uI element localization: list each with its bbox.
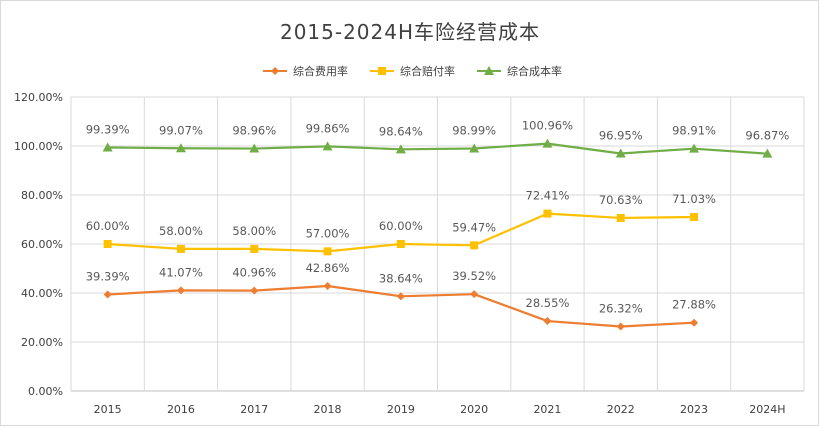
point-square <box>176 244 185 253</box>
point-triangle <box>469 143 480 153</box>
point-diamond <box>250 286 259 295</box>
y-tick-label: 40.00% <box>21 287 63 300</box>
point-triangle <box>615 148 626 158</box>
point-triangle <box>249 143 260 153</box>
point-triangle <box>102 142 113 152</box>
point-diamond <box>176 286 185 295</box>
point-diamond <box>396 292 405 301</box>
point-triangle <box>542 138 553 148</box>
y-tick-label: 120.00% <box>14 91 63 104</box>
data-label: 100.96% <box>522 119 573 133</box>
point-square <box>690 212 699 221</box>
legend: 综合费用率 综合赔付率 综合成本率 <box>263 64 562 78</box>
legend-label: 综合赔付率 <box>400 64 455 78</box>
point-square <box>378 67 386 75</box>
x-tick-label: 2024H <box>749 403 785 416</box>
point-triangle <box>762 148 773 158</box>
point-triangle <box>484 66 494 75</box>
series-group <box>102 138 773 331</box>
data-labels: 39.39% 41.07% 40.96% 42.86% 38.64% 39.52% 28.5… <box>86 119 790 316</box>
data-label: 40.96% <box>232 266 276 280</box>
point-square <box>323 247 332 256</box>
data-label: 38.64% <box>379 271 423 285</box>
data-label: 99.07% <box>159 123 203 137</box>
data-label: 98.96% <box>232 124 276 138</box>
legend-label: 综合成本率 <box>507 64 562 78</box>
data-label: 96.95% <box>599 128 643 142</box>
data-label: 59.47% <box>452 220 496 234</box>
data-label: 39.39% <box>86 269 130 283</box>
x-tick-label: 2021 <box>533 403 561 416</box>
point-diamond <box>690 318 699 327</box>
point-square <box>543 209 552 218</box>
point-square <box>470 241 479 250</box>
point-square <box>250 244 259 253</box>
data-label: 27.88% <box>672 298 716 312</box>
y-tick-label: 20.00% <box>21 336 63 349</box>
data-label: 71.03% <box>672 192 716 206</box>
x-tick-label: 2023 <box>680 403 708 416</box>
point-diamond <box>543 317 552 326</box>
data-label: 98.64% <box>379 124 423 138</box>
data-label: 60.00% <box>379 219 423 233</box>
point-diamond <box>323 281 332 290</box>
series-line-3 <box>107 142 768 155</box>
x-tick-label: 2015 <box>94 403 122 416</box>
x-tick-label: 2018 <box>314 403 342 416</box>
y-tick-label: 100.00% <box>14 140 63 153</box>
y-tick-label: 80.00% <box>21 189 63 202</box>
data-label: 98.91% <box>672 124 716 138</box>
point-diamond <box>470 290 479 299</box>
point-diamond <box>271 67 279 75</box>
gridlines <box>70 96 805 392</box>
data-label: 42.86% <box>306 261 350 275</box>
x-tick-label: 2016 <box>167 403 195 416</box>
y-tick-label: 60.00% <box>21 238 63 251</box>
x-tick-label: 2017 <box>240 403 268 416</box>
data-label: 99.86% <box>306 121 350 135</box>
data-label: 26.32% <box>599 302 643 316</box>
x-axis: 2015 2016 2017 2018 2019 2020 2021 2022 2023 2024… <box>94 403 786 416</box>
point-square <box>103 240 112 248</box>
data-label: 41.07% <box>159 265 203 279</box>
data-label: 60.00% <box>86 219 130 233</box>
data-label: 57.00% <box>306 226 350 240</box>
y-axis: 0.00% 20.00% 40.00% 60.00% 80.00% 100.00% 120.… <box>14 91 63 398</box>
legend-label: 综合费用率 <box>293 64 348 78</box>
chart-title: 2015-2024H车险经营成本 <box>280 20 540 44</box>
x-tick-label: 2022 <box>607 403 635 416</box>
data-label: 39.52% <box>452 269 496 283</box>
data-label: 70.63% <box>599 193 643 207</box>
point-triangle <box>395 144 406 154</box>
point-triangle <box>322 141 333 151</box>
y-tick-label: 0.00% <box>28 385 63 398</box>
data-label: 99.39% <box>86 122 130 136</box>
data-label: 28.55% <box>526 296 570 310</box>
point-triangle <box>175 143 186 153</box>
data-label: 72.41% <box>526 189 570 203</box>
data-label: 96.87% <box>745 129 789 143</box>
x-tick-label: 2020 <box>460 403 488 416</box>
data-label: 98.99% <box>452 123 496 137</box>
point-diamond <box>103 290 112 299</box>
point-diamond <box>616 322 625 331</box>
point-triangle <box>689 143 700 153</box>
x-tick-label: 2019 <box>387 403 415 416</box>
point-square <box>396 240 405 248</box>
data-label: 58.00% <box>159 224 203 238</box>
data-label: 58.00% <box>232 224 276 238</box>
point-square <box>616 213 625 222</box>
